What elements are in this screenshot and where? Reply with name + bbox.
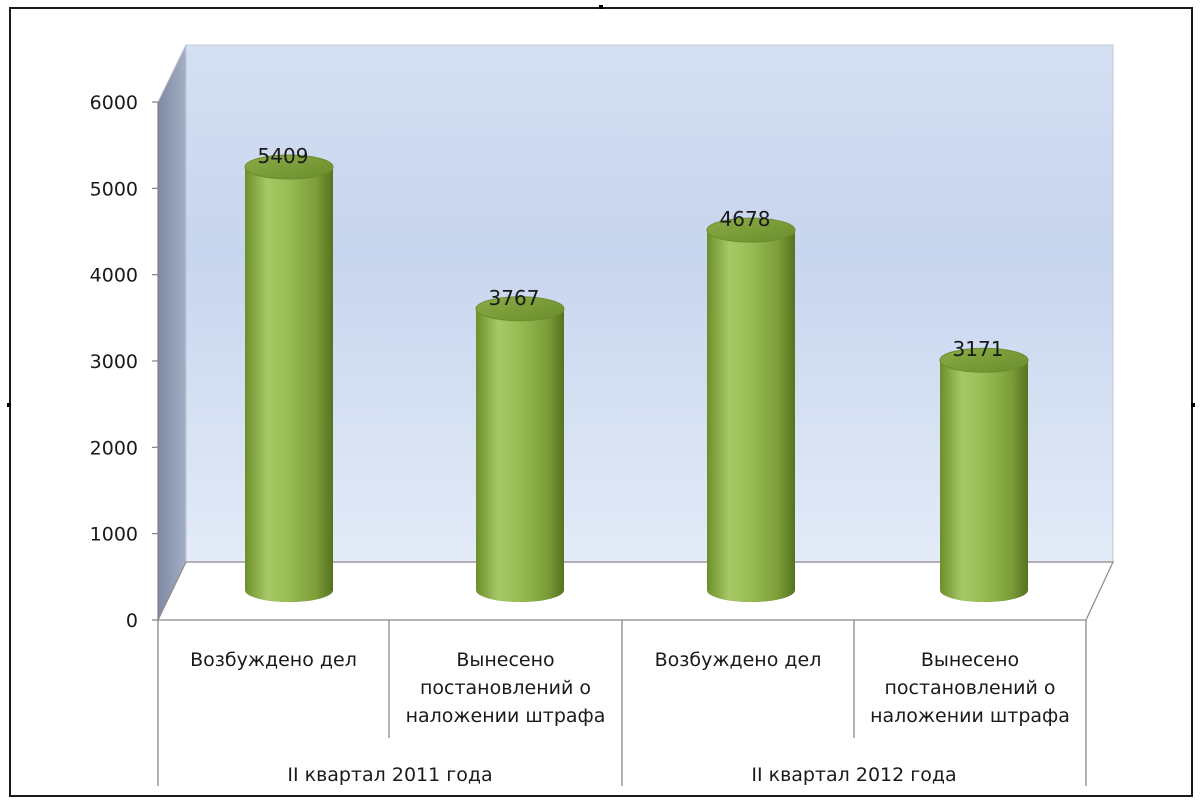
bar-bottom (245, 578, 333, 602)
bar-4: 3171 (939, 337, 1029, 602)
bar-body (707, 230, 795, 590)
x-group-label: II квартал 2012 года (751, 764, 956, 786)
bars: 5409 3767 4678 3171 (244, 144, 1029, 602)
y-tick-label: 4000 (90, 265, 138, 287)
x-group-label: II квартал 2011 года (287, 764, 492, 786)
bar-bottom (940, 578, 1028, 602)
top-resize-handle[interactable] (599, 5, 603, 9)
bar-bottom (707, 578, 795, 602)
x-category-label: Возбуждено дел (655, 649, 822, 671)
bar-1: 5409 (244, 144, 334, 602)
y-tick-label: 6000 (90, 92, 138, 114)
bar-top (244, 154, 334, 180)
data-label: 5409 (258, 144, 309, 168)
side-wall (157, 44, 187, 621)
right-resize-handle[interactable] (1191, 403, 1195, 407)
bar-top (475, 296, 565, 322)
bar-2: 3767 (475, 286, 565, 602)
bar-top (939, 347, 1029, 373)
x-category-label: Вынесено (456, 649, 554, 671)
y-tick-label: 3000 (90, 351, 138, 373)
bar-body (245, 167, 333, 590)
y-tick-label: 1000 (90, 524, 138, 546)
y-tick-label: 2000 (90, 437, 138, 459)
bar-top (706, 217, 796, 243)
bar-body (940, 360, 1028, 590)
y-axis-ticks: 0 1000 2000 3000 4000 5000 6000 (90, 92, 158, 632)
bar-body (476, 308, 564, 590)
x-category-label: Возбуждено дел (190, 649, 357, 671)
x-category-label: наложении штрафа (870, 705, 1070, 727)
bar-3: 4678 (706, 207, 796, 602)
x-category-label: постановлений о (884, 677, 1055, 699)
data-label: 3171 (953, 337, 1004, 361)
y-tick-label: 5000 (90, 178, 138, 200)
x-category-label: Вынесено (921, 649, 1019, 671)
x-category-label: постановлений о (420, 677, 591, 699)
x-axis: Возбуждено дел Вынесено постановлений о нал… (157, 620, 1087, 786)
data-label: 3767 (489, 286, 540, 310)
y-tick-label: 0 (126, 610, 138, 632)
data-label: 4678 (720, 207, 771, 231)
bar-bottom (476, 578, 564, 602)
x-category-label: наложении штрафа (406, 705, 606, 727)
left-resize-handle[interactable] (7, 403, 11, 407)
